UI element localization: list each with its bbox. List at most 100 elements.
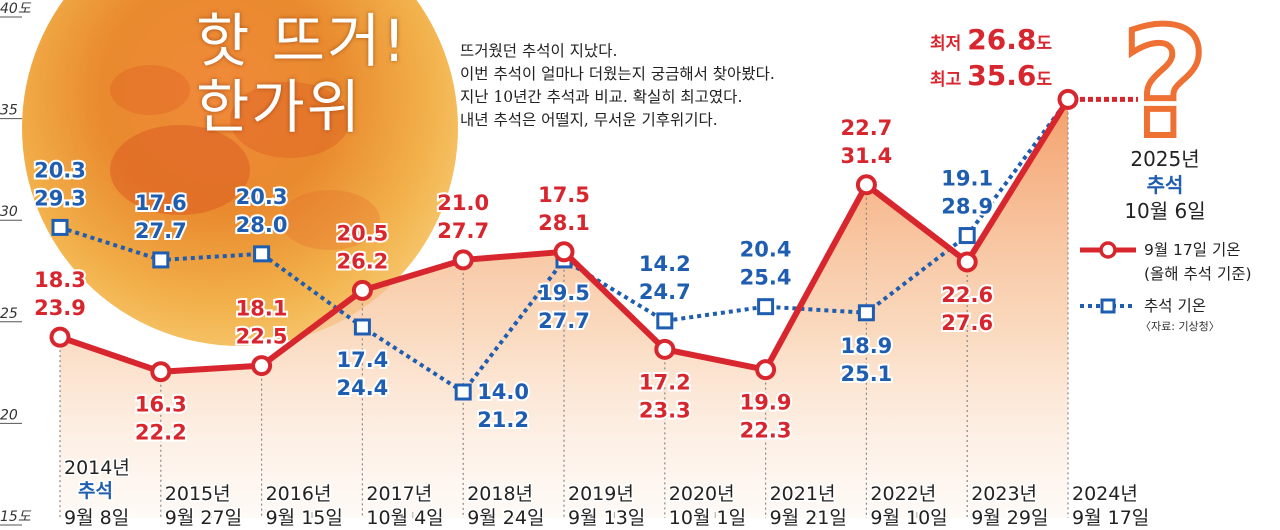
sep17-min-label: 22.7 xyxy=(840,116,892,140)
next-date: 10월 6일 xyxy=(1124,199,1206,223)
sep17-min-label: 17.2 xyxy=(639,370,691,394)
x-year-label: 2014년 xyxy=(64,457,130,479)
chuseok-point xyxy=(757,298,775,316)
y-tick-label: 15도 xyxy=(0,509,32,525)
sep17-max-label: 22.5 xyxy=(236,325,288,349)
x-year-label: 2022년 xyxy=(870,483,936,505)
sep17-point xyxy=(251,355,273,377)
sep17-max-label: 23.9 xyxy=(34,296,86,320)
sep17-point xyxy=(755,359,777,381)
y-tick-label: 20 xyxy=(0,407,18,423)
legend-red-sublabel: (올해 추석 기준) xyxy=(1144,265,1252,283)
chuseok-min-label: 17.4 xyxy=(336,348,388,372)
x-year-label: 2017년 xyxy=(366,483,432,505)
x-date-label: 9월 13일 xyxy=(568,507,645,529)
min-unit: 도 xyxy=(1036,34,1053,54)
sep17-min-label: 18.3 xyxy=(34,268,86,292)
headline-line-1: 핫 뜨거! xyxy=(196,7,408,75)
sep17-point xyxy=(855,174,877,196)
chuseok-max-label: 28.0 xyxy=(236,213,288,237)
chuseok-max-label: 29.3 xyxy=(34,186,86,210)
chuseok-point xyxy=(152,251,170,269)
x-date-label: 9월 15일 xyxy=(266,507,343,529)
chuseok-min-label: 14.0 xyxy=(477,380,529,404)
chuseok-max-label: 27.7 xyxy=(135,219,187,243)
chuseok-point xyxy=(353,318,371,336)
sep17-point xyxy=(351,279,373,301)
x-chuseok-label: 추석 xyxy=(78,480,113,502)
max-label: 최고 xyxy=(930,70,962,90)
min-value: 26.8 xyxy=(967,23,1037,56)
sep17-max-label: 26.2 xyxy=(336,249,388,273)
y-tick-label: 25 xyxy=(0,306,18,322)
x-date-label: 9월 21일 xyxy=(770,507,847,529)
sep17-min-label: 18.1 xyxy=(236,297,288,321)
y-tick-label: 30 xyxy=(0,204,18,220)
chuseok-min-label: 20.3 xyxy=(34,158,86,182)
max-unit: 도 xyxy=(1036,70,1053,90)
sep17-max-label: 27.7 xyxy=(437,219,489,243)
value-labels: 18.3 23.9 20.3 29.3 16.3 22.2 17.6 27.7 18.1 22.5… xyxy=(32,114,995,447)
x-year-label: 2016년 xyxy=(266,483,332,505)
chuseok-min-label: 20.4 xyxy=(740,238,792,262)
intro-line: 지난 10년간 추석과 비교. 확실히 최고였다. xyxy=(460,88,743,106)
current-min-max: 최저 26.8도 최고 35.6도 xyxy=(930,24,1052,96)
x-date-label: 9월 17일 xyxy=(1072,507,1149,529)
sep17-point xyxy=(49,326,71,348)
x-date-label: 9월 8일 xyxy=(64,507,129,529)
sep17-min-label: 21.0 xyxy=(437,191,489,215)
question-mark: ? xyxy=(1121,0,1208,171)
chuseok-max-label: 25.4 xyxy=(740,266,792,290)
x-date-label: 10월 4일 xyxy=(366,507,443,529)
chuseok-min-label: 19.5 xyxy=(538,281,590,305)
sep17-max-label: 28.1 xyxy=(538,211,590,235)
y-tick-label: 35 xyxy=(0,103,18,119)
sep17-max-label: 22.2 xyxy=(135,421,187,445)
intro-text: 뜨거웠던 추석이 지났다. 이번 추석이 얼마나 더웠는지 궁금해서 찾아봤다.… xyxy=(460,40,775,132)
x-date-label: 9월 29일 xyxy=(971,507,1048,529)
chuseok-max-label: 21.2 xyxy=(477,408,529,432)
legend-blue-line-icon xyxy=(1080,298,1136,314)
y-axis: 15도 20 25 30 35 40도 xyxy=(0,1,32,526)
legend-red-label: 9월 17일 기온 xyxy=(1144,241,1241,259)
chuseok-max-label: 28.9 xyxy=(941,195,993,219)
chuseok-point xyxy=(857,304,875,322)
chuseok-min-label: 18.9 xyxy=(840,334,892,358)
max-value: 35.6 xyxy=(967,59,1037,92)
headline-line-2: 한가위 xyxy=(196,73,363,141)
chuseok-point xyxy=(656,312,674,330)
legend-blue-label: 추석 기온 xyxy=(1144,297,1206,315)
x-date-label: 9월 24일 xyxy=(467,507,544,529)
sep17-point xyxy=(956,251,978,273)
chuseok-max-label: 24.7 xyxy=(639,280,691,304)
x-year-label: 2024년 xyxy=(1072,483,1138,505)
sep17-point xyxy=(654,338,676,360)
chuseok-point xyxy=(51,218,69,236)
sep17-point xyxy=(1057,88,1079,110)
x-year-label: 2021년 xyxy=(770,483,836,505)
sep17-max-label: 31.4 xyxy=(840,144,892,168)
area-fill xyxy=(60,99,1068,519)
x-date-label: 9월 27일 xyxy=(165,507,242,529)
sep17-min-label: 22.6 xyxy=(941,283,993,307)
chuseok-point xyxy=(958,227,976,245)
sep17-point xyxy=(553,241,575,263)
sep17-min-label: 16.3 xyxy=(135,393,187,417)
x-date-label: 10월 1일 xyxy=(669,507,746,529)
sep17-max-label: 22.3 xyxy=(740,419,792,443)
chuseok-max-label: 27.7 xyxy=(538,309,590,333)
chuseok-point xyxy=(454,383,472,401)
chuseok-max-label: 25.1 xyxy=(840,362,892,386)
x-year-label: 2020년 xyxy=(669,483,735,505)
chuseok-min-label: 17.6 xyxy=(135,191,187,215)
x-year-label: 2023년 xyxy=(971,483,1037,505)
x-year-label: 2018년 xyxy=(467,483,533,505)
intro-line: 뜨거웠던 추석이 지났다. xyxy=(460,42,618,60)
chart-area-fill xyxy=(60,99,1068,519)
next-chuseok: 2025년 추석 10월 6일 xyxy=(1110,146,1220,224)
next-chuseok-label: 추석 xyxy=(1146,173,1184,197)
chuseok-point xyxy=(253,245,271,263)
sep17-point xyxy=(452,249,474,271)
